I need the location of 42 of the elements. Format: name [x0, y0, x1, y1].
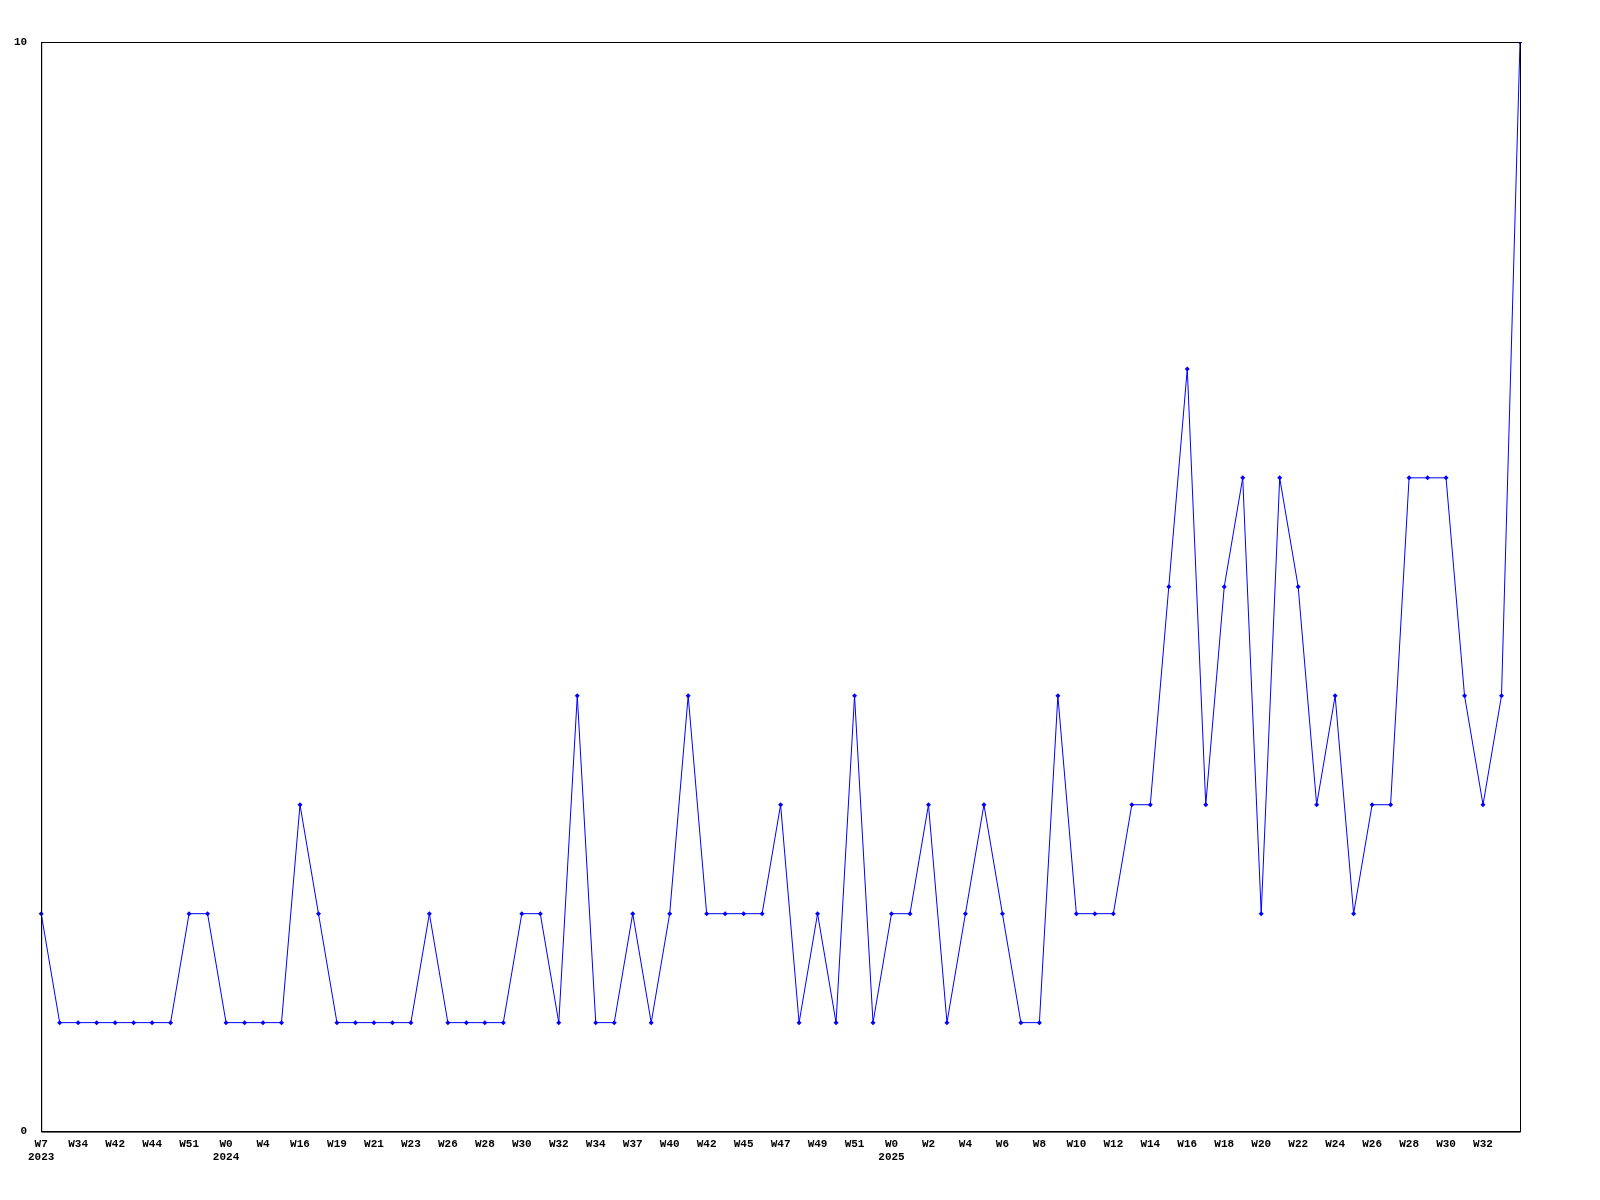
x-tick-label: W30	[1436, 1137, 1456, 1150]
x-tick-label: W21	[364, 1137, 385, 1150]
x-tick-label: W0 2024	[212, 1137, 240, 1164]
x-tick-label: W0 2025	[878, 1137, 906, 1164]
x-tick-label: W34	[585, 1137, 607, 1150]
x-tick-label: W42	[105, 1137, 126, 1150]
x-tick-label: W32	[1473, 1137, 1493, 1150]
x-tick-label: W40	[659, 1137, 680, 1150]
x-tick-label: W49	[807, 1137, 828, 1150]
x-tick-label: W30	[511, 1137, 532, 1150]
x-tick-label: W16	[290, 1137, 310, 1150]
x-tick-label: W44	[142, 1137, 163, 1150]
x-tick-label: W20	[1251, 1137, 1272, 1150]
x-tick-label: W4	[958, 1137, 973, 1150]
x-tick-label: W2	[921, 1137, 936, 1150]
x-tick-label: W45	[733, 1137, 754, 1150]
x-tick-label: W22	[1288, 1137, 1309, 1150]
y-tick-label: 0	[20, 1125, 28, 1138]
x-tick-label: W47	[770, 1137, 791, 1150]
x-tick-label: W18	[1214, 1137, 1235, 1150]
x-tick-label: W16	[1177, 1137, 1198, 1150]
x-tick-label: W51	[844, 1137, 865, 1150]
x-tick-label: W42	[696, 1137, 717, 1150]
y-tick-label: 10	[14, 35, 28, 48]
x-tick-label: W34	[68, 1137, 89, 1150]
x-tick-label: W37	[622, 1137, 643, 1150]
x-tick-label: W14	[1140, 1137, 1161, 1150]
x-tick-label: W51	[179, 1137, 200, 1150]
x-tick-label: W12	[1103, 1137, 1124, 1150]
x-tick-label: W10	[1066, 1137, 1087, 1150]
x-tick-label: W4	[256, 1137, 271, 1150]
x-tick-label: W26	[437, 1137, 458, 1150]
x-tick-label: W26	[1362, 1137, 1383, 1150]
x-tick-label: W28	[474, 1137, 496, 1150]
x-tick-label: W6	[995, 1137, 1010, 1150]
x-tick-label: W24	[1325, 1137, 1346, 1150]
x-tick-label: W28	[1399, 1137, 1420, 1150]
x-tick-label: W32	[548, 1137, 569, 1150]
x-tick-label: W8	[1032, 1137, 1047, 1150]
x-tick-label: W23	[401, 1137, 422, 1150]
x-tick-label: W7 2023	[28, 1137, 55, 1164]
x-tick-label: W19	[327, 1137, 347, 1150]
